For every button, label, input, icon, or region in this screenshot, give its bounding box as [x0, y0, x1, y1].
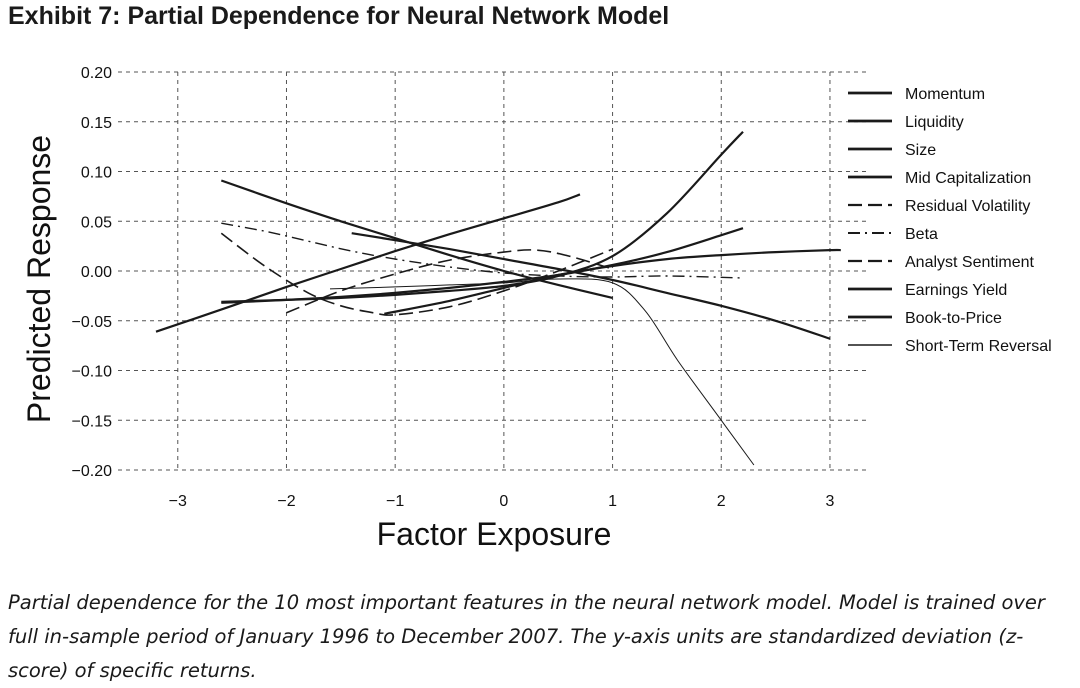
y-tick-labels: 0.20 0.15 0.10 0.05 0.00 −0.05 −0.10 −0.15 −0.20 [72, 65, 113, 480]
series-line-earnings-yield [384, 248, 841, 315]
y-tick-label: −0.15 [72, 413, 113, 430]
y-tick-label: 0.10 [81, 165, 112, 182]
figure-caption: Partial dependence for the 10 most impor… [8, 591, 1045, 682]
x-tick-labels: −3 −2 −1 0 1 2 3 [169, 493, 835, 510]
legend-label-analyst-sentiment: Analyst Sentiment [905, 254, 1035, 271]
exhibit-title: Exhibit 7: Partial Dependence for Neural… [8, 2, 670, 30]
partial-dependence-chart: 0.20 0.15 0.10 0.05 0.00 −0.05 −0.10 −0.15 −0.20… [21, 65, 1052, 552]
legend-label-book-to-price: Book-to-Price [905, 310, 1002, 327]
x-tick-label: −3 [169, 493, 187, 510]
series-line-book-to-price [351, 232, 831, 340]
y-tick-label: −0.20 [72, 463, 113, 480]
y-tick-label: 0.05 [81, 214, 112, 231]
y-tick-label: −0.05 [72, 314, 113, 331]
legend-label-earnings-yield: Earnings Yield [905, 282, 1007, 299]
legend: Momentum Liquidity Size Mid Capitalization R… [848, 86, 1052, 355]
y-tick-label: 0.15 [81, 115, 112, 132]
series-line-analyst-sentiment [286, 249, 613, 314]
x-tick-label: 2 [717, 493, 726, 510]
legend-label-size: Size [905, 142, 936, 159]
legend-label-short-term-reversal: Short-Term Reversal [905, 338, 1052, 355]
x-axis-label: Factor Exposure [377, 516, 612, 552]
x-tick-label: −2 [277, 493, 295, 510]
legend-label-residual-volatility: Residual Volatility [905, 198, 1030, 215]
x-tick-label: 1 [608, 493, 617, 510]
y-tick-label: 0.00 [81, 264, 112, 281]
series-line-liquidity [221, 227, 744, 304]
series-line-mid-capitalization [220, 179, 613, 299]
x-tick-label: 3 [826, 493, 835, 510]
y-tick-label: −0.10 [72, 364, 113, 381]
series-line-size [155, 193, 581, 333]
series-line-short-term-reversal [329, 278, 755, 466]
series-line-residual-volatility [220, 232, 613, 316]
grid-lines [118, 71, 868, 471]
legend-label-momentum: Momentum [905, 86, 985, 103]
x-tick-label: −1 [386, 493, 404, 510]
legend-label-liquidity: Liquidity [905, 114, 964, 131]
x-tick-label: 0 [499, 493, 508, 510]
series-lines [155, 130, 841, 466]
legend-label-mid-capitalization: Mid Capitalization [905, 170, 1031, 187]
y-tick-label: 0.20 [81, 65, 112, 82]
y-axis-label: Predicted Response [21, 135, 57, 423]
legend-label-beta: Beta [905, 226, 938, 243]
series-line-momentum [221, 130, 744, 303]
series-line-beta [221, 222, 744, 279]
